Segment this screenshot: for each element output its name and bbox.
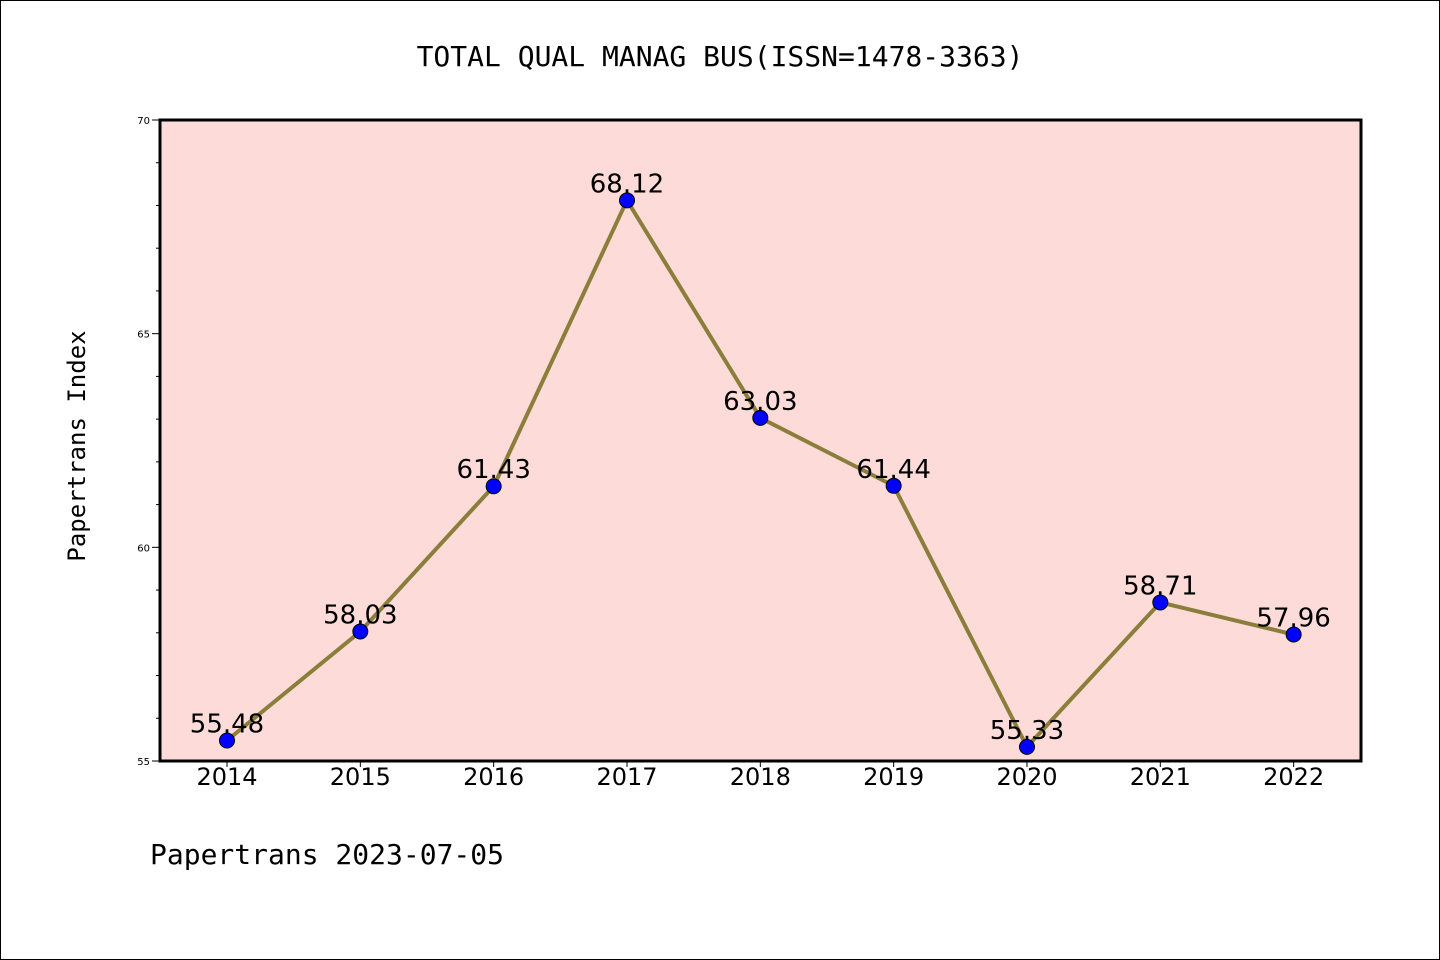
data-point <box>219 732 235 749</box>
x-tick-label: 2020 <box>996 763 1057 791</box>
x-tick-label: 2015 <box>330 763 391 791</box>
data-label: 58.71 <box>1123 571 1197 601</box>
y-tick-label: 60 <box>137 543 150 554</box>
y-tick-label: 70 <box>137 116 150 127</box>
data-label: 55.48 <box>190 709 264 739</box>
data-point <box>1152 594 1169 611</box>
data-point <box>352 623 369 640</box>
x-tick-label: 2016 <box>463 763 524 791</box>
chart-title: TOTAL QUAL MANAG BUS(ISSN=1478-3363) <box>417 40 1024 73</box>
y-tick-label: 55 <box>137 757 150 768</box>
data-labels: 55.48 58.03 61.43 68.12 63.03 61.44 55.33 58.71… <box>190 169 1331 746</box>
y-axis-label: Papertrans Index <box>63 330 91 561</box>
data-label: 61.43 <box>456 455 530 485</box>
x-tick-label: 2014 <box>196 763 257 791</box>
x-tick-label: 2021 <box>1130 763 1191 791</box>
x-tick-label: 2019 <box>863 763 924 791</box>
data-point <box>885 477 902 494</box>
data-label: 58.03 <box>323 601 397 631</box>
data-label: 63.03 <box>723 387 797 417</box>
plot-area <box>158 118 1363 763</box>
data-point <box>485 478 502 495</box>
footer-text: Papertrans 2023-07-05 <box>150 838 504 871</box>
data-point <box>618 192 635 209</box>
x-tick-label: 2017 <box>596 763 657 791</box>
data-point <box>752 409 769 426</box>
data-label: 55.33 <box>990 716 1064 746</box>
data-label: 61.44 <box>856 455 930 485</box>
data-label: 68.12 <box>590 169 664 199</box>
y-minor-ticks <box>156 162 160 719</box>
x-tick-label: 2018 <box>730 763 791 791</box>
data-points <box>219 192 1302 755</box>
y-axis-ticks: 55 60 65 70 <box>137 116 160 768</box>
x-axis-ticks: 2014 2015 2016 2017 2018 2019 2020 2021 2022 <box>196 761 1324 791</box>
y-tick-label: 65 <box>137 330 150 341</box>
data-label: 57.96 <box>1256 604 1330 634</box>
data-point <box>1285 626 1302 643</box>
x-tick-label: 2022 <box>1263 763 1324 791</box>
data-point <box>1018 738 1035 755</box>
